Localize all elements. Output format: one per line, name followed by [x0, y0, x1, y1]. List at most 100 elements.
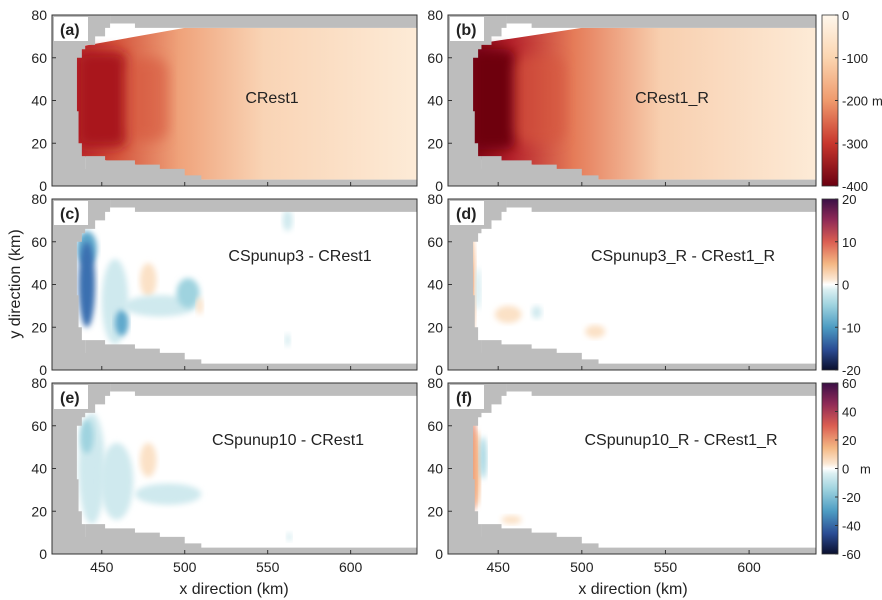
panel-e-contour-3	[139, 442, 157, 478]
panel-f-xtick-2: 550	[654, 559, 678, 575]
panel-d-label: (d)	[456, 206, 476, 223]
panel-f-label: (f)	[456, 390, 472, 407]
panel-c-contour-4	[139, 263, 157, 298]
panel-b-ytick-3: 60	[427, 50, 443, 66]
colorbar-2-tick-3: -10	[842, 320, 861, 335]
panel-a-land-1	[52, 15, 111, 186]
colorbar-3-tick-4: -20	[842, 490, 861, 505]
colorbar-1-tick-0: 0	[842, 8, 849, 23]
panel-a-label: (a)	[60, 22, 80, 39]
panel-e-plot-area	[52, 383, 417, 554]
panel-c-ytick-1: 20	[31, 319, 47, 335]
panel-c-land-1	[52, 199, 111, 370]
panel-e-contour-2	[100, 442, 134, 520]
panel-f-xtick-0: 450	[487, 559, 511, 575]
colorbar-2-tick-2: 0	[842, 278, 849, 293]
panel-c-contour-7	[196, 297, 203, 315]
panel-b-ytick-1: 20	[427, 135, 443, 151]
colorbar-2-tick-4: -20	[842, 363, 861, 378]
colorbar-2-tick-1: 10	[842, 235, 856, 250]
colorbar-1-tick-1: -100	[842, 51, 868, 66]
panel-a-plot-area	[52, 15, 417, 186]
colorbar-1-tick-2: -200	[842, 94, 868, 109]
colorbar-1-tick-4: -400	[842, 179, 868, 194]
panel-b-ytick-4: 80	[427, 7, 443, 23]
colorbar-3-tick-3: 0	[842, 462, 849, 477]
panel-d-land-1	[448, 199, 507, 370]
panel-e-ytick-0: 0	[39, 546, 47, 562]
panel-b-core	[469, 49, 515, 150]
colorbar-3-tick-0: 60	[842, 376, 856, 391]
panel-f-land-0	[448, 383, 816, 396]
colorbar-3-tick-5: -40	[842, 519, 861, 534]
panel-b-core-halo	[514, 55, 566, 144]
panel-f-xtick-3: 600	[737, 559, 761, 575]
panel-c: (c) CSpunup3 - CRest1 0 20 40 60 80	[31, 191, 418, 378]
colorbar-3-tick-1: 40	[842, 405, 856, 420]
panel-e-land-0	[52, 383, 417, 396]
panel-d-background	[448, 199, 816, 370]
panel-a-label-bg	[54, 17, 88, 41]
panel-e-title: CSpunup10 - CRest1	[212, 432, 364, 449]
panel-a-ytick-1: 20	[31, 135, 47, 151]
panel-c-plot-area	[52, 199, 417, 370]
panel-f-ytick-2: 40	[427, 461, 443, 477]
panel-f-contour-4	[501, 515, 522, 525]
panel-b-label: (b)	[456, 22, 476, 39]
panel-e: (e) CSpunup10 - CRest1 0 20 40 60 80 450 500 550 6…	[31, 375, 418, 575]
panel-e-ytick-1: 20	[31, 503, 47, 519]
panel-f-land-1	[448, 383, 507, 554]
xlabel-left: x direction (km)	[179, 581, 288, 598]
panel-f-ytick-1: 20	[427, 503, 443, 519]
colorbar-3: 60 40 20 0 -20 -40 -60 m	[821, 376, 871, 562]
panel-c-land-2	[85, 340, 417, 370]
colorbar-2: 20 10 0 -10 -20	[821, 192, 861, 378]
panel-a-ytick-2: 40	[31, 93, 47, 109]
panel-f-land-2	[481, 524, 816, 554]
panel-c-ytick-0: 0	[39, 362, 47, 378]
panel-e-contour-1	[80, 419, 94, 454]
panel-a-title: CRest1	[245, 90, 298, 107]
panel-e-xtick-2: 550	[256, 559, 280, 575]
panel-d-land-0	[448, 199, 816, 212]
panel-d-title: CSpunup3_R - CRest1_R	[591, 248, 775, 265]
panel-b-land-2	[481, 156, 816, 186]
panel-b-ytick-0: 0	[435, 178, 443, 194]
panel-d-plot-area	[448, 199, 816, 370]
panel-d-contour-4	[531, 305, 542, 319]
panel-e-label-bg	[54, 385, 88, 409]
panel-c-title: CSpunup3 - CRest1	[228, 248, 371, 265]
panel-e-xtick-3: 600	[339, 559, 363, 575]
panel-c-ytick-3: 60	[31, 234, 47, 250]
panel-e-contour-4	[134, 483, 202, 505]
panel-f-plot-area	[448, 383, 816, 554]
panel-d-land-2	[481, 340, 816, 370]
panel-c-ytick-2: 40	[31, 277, 47, 293]
colorbar-2-tick-0: 20	[842, 192, 856, 207]
panel-a-ytick-4: 80	[31, 7, 47, 23]
panel-c-contour-1	[78, 241, 96, 328]
panel-d-ytick-2: 40	[427, 277, 443, 293]
panel-a-core	[76, 51, 127, 148]
panel-a-ytick-3: 60	[31, 50, 47, 66]
panel-c-contour-3	[115, 310, 129, 336]
panel-f-ytick-4: 80	[427, 375, 443, 391]
colorbar-3-unit: m	[860, 462, 871, 477]
panel-a-land-2	[85, 156, 417, 186]
panel-c-contour-6	[176, 278, 200, 309]
colorbar-3-tick-2: 20	[842, 433, 856, 448]
panel-e-xtick-1: 500	[173, 559, 197, 575]
panel-e-ytick-3: 60	[31, 418, 47, 434]
panel-b-land-1	[448, 15, 507, 186]
panel-f-background	[448, 383, 816, 554]
colorbar-1-tick-3: -300	[842, 136, 868, 151]
panel-a-ytick-0: 0	[39, 178, 47, 194]
panel-e-xtick-0: 450	[90, 559, 114, 575]
panel-c-contour-9	[285, 333, 291, 347]
panel-e-label: (e)	[60, 390, 80, 407]
ylabel: y direction (km)	[7, 229, 24, 338]
panel-b-plot-area	[448, 15, 816, 186]
panel-f-xtick-1: 500	[570, 559, 594, 575]
panel-b-title: CRest1_R	[635, 90, 709, 107]
